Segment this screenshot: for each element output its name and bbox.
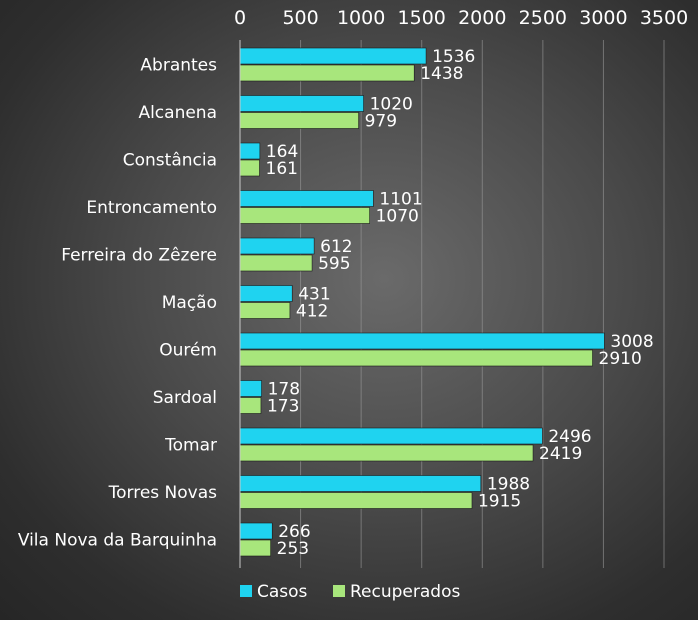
- data-label: 266: [278, 522, 310, 542]
- legend-label: Recuperados: [350, 582, 460, 602]
- category-label: Ferreira do Zêzere: [61, 246, 217, 266]
- bar-recuperados: [239, 64, 415, 82]
- x-tick-label: 2000: [458, 7, 506, 29]
- bar-casos: [239, 380, 262, 397]
- data-label: 161: [266, 159, 298, 179]
- data-label: 1101: [379, 190, 422, 210]
- data-label: 412: [296, 302, 328, 322]
- data-label: 178: [268, 380, 300, 400]
- x-tick-label: 1000: [337, 7, 385, 29]
- bar-casos: [239, 95, 364, 112]
- bar-casos: [239, 332, 605, 350]
- bar-casos: [239, 475, 482, 492]
- bar-recuperados: [239, 207, 370, 224]
- x-axis-ticks: 0 500 1000 1500 2000 2500 3000 3500: [234, 7, 688, 29]
- legend-swatch-recuperados: [333, 585, 345, 597]
- bar-recuperados: [239, 444, 534, 462]
- bar-recuperados: [239, 254, 313, 272]
- data-label: 1070: [376, 207, 419, 227]
- data-label: 979: [365, 112, 397, 132]
- data-label: 2419: [539, 444, 582, 464]
- bar-recuperados: [239, 539, 271, 557]
- data-label: 595: [318, 254, 350, 274]
- data-label: 431: [298, 285, 330, 305]
- bar-recuperados: [239, 397, 262, 414]
- legend: Casos Recuperados: [240, 582, 460, 602]
- x-tick-label: 3000: [579, 7, 627, 29]
- category-label: Torres Novas: [108, 483, 218, 503]
- bar-recuperados: [239, 492, 473, 509]
- x-tick-label: 500: [282, 7, 318, 29]
- data-label: 173: [267, 397, 299, 417]
- bar-casos: [239, 190, 374, 207]
- bar-recuperados: [239, 349, 593, 367]
- legend-swatch-casos: [240, 585, 252, 597]
- category-label: Sardoal: [153, 388, 217, 408]
- category-label: Alcanena: [138, 103, 217, 123]
- gridlines: [300, 40, 665, 568]
- bar-recuperados: [239, 112, 359, 129]
- category-label: Constância: [123, 151, 217, 171]
- data-label: 1915: [478, 492, 521, 512]
- data-label: 1536: [432, 47, 475, 67]
- x-tick-label: 3500: [640, 7, 688, 29]
- category-label: Tomar: [164, 436, 217, 456]
- data-label: 2910: [599, 349, 642, 369]
- legend-label: Casos: [257, 582, 308, 602]
- data-label: 2496: [548, 427, 591, 447]
- category-label: Ourém: [159, 341, 217, 361]
- bar-casos: [239, 237, 315, 255]
- data-label: 164: [266, 142, 298, 162]
- category-labels: Abrantes Alcanena Constância Entroncamento F…: [18, 56, 217, 551]
- data-label: 253: [277, 539, 309, 559]
- x-tick-label: 1500: [398, 7, 446, 29]
- data-label: 612: [320, 237, 352, 257]
- category-label: Entroncamento: [86, 198, 217, 218]
- bar-recuperados: [239, 159, 260, 177]
- x-tick-label: 2500: [519, 7, 567, 29]
- bar-casos: [239, 285, 293, 302]
- category-label: Vila Nova da Barquinha: [18, 531, 217, 551]
- data-label: 1988: [487, 475, 530, 495]
- data-label: 1438: [420, 64, 463, 84]
- bar-casos: [239, 47, 427, 65]
- bar-casos: [239, 142, 261, 160]
- data-label: 3008: [610, 332, 653, 352]
- bar-recuperados: [239, 302, 291, 319]
- category-label: Abrantes: [140, 56, 217, 76]
- x-tick-label: 0: [234, 7, 246, 29]
- bar-casos: [239, 522, 273, 540]
- data-label: 1020: [370, 95, 413, 115]
- bar-casos: [239, 427, 543, 445]
- category-label: Mação: [162, 293, 217, 313]
